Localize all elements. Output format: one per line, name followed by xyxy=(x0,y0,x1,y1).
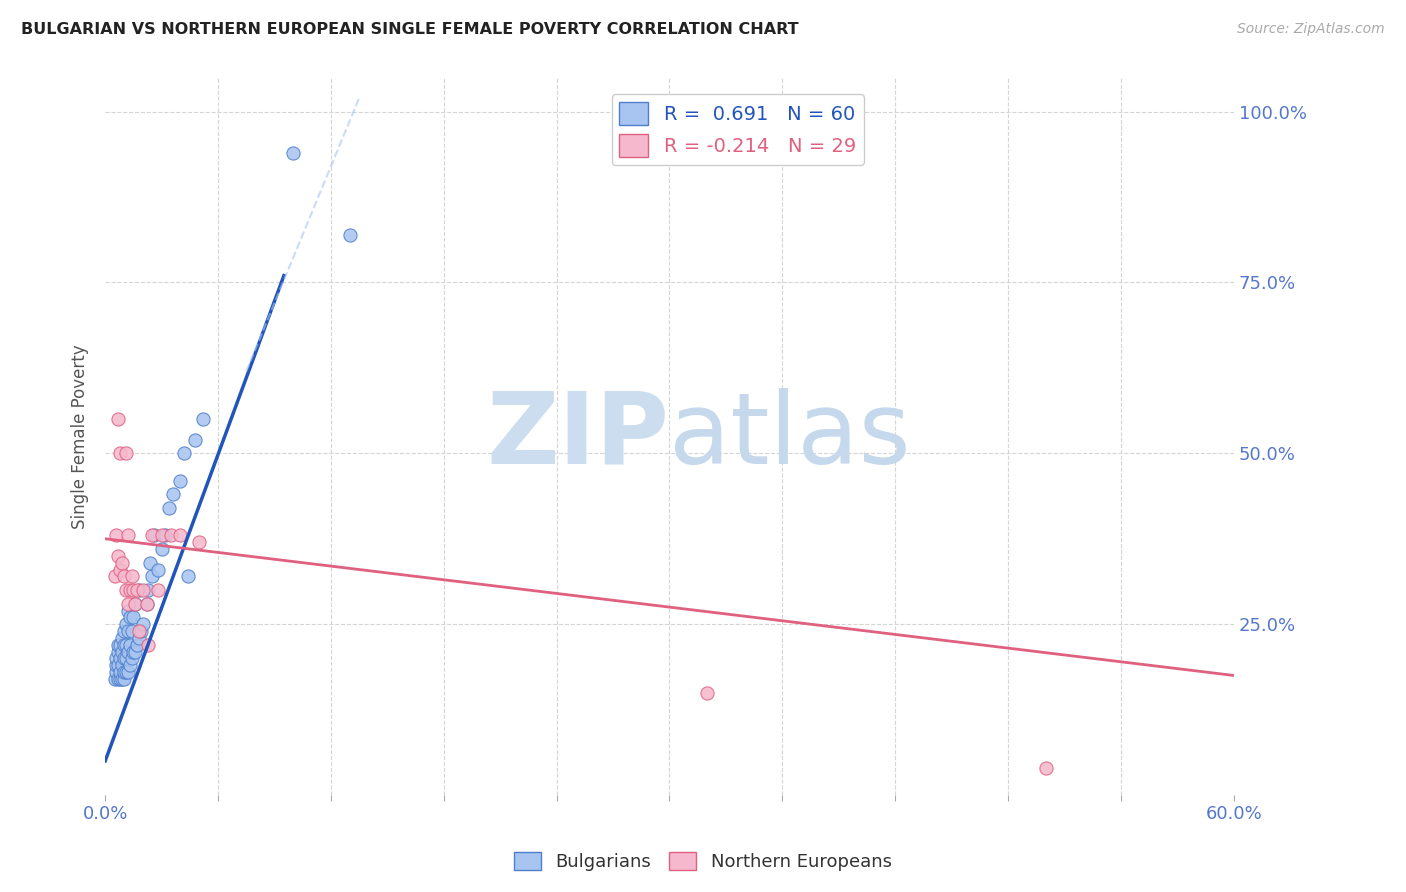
Legend: Bulgarians, Northern Europeans: Bulgarians, Northern Europeans xyxy=(506,845,900,879)
Point xyxy=(121,569,143,583)
Point xyxy=(173,446,195,460)
Point xyxy=(115,582,138,597)
Point xyxy=(107,644,129,658)
Point xyxy=(111,658,134,673)
Point xyxy=(160,528,183,542)
Point xyxy=(128,624,150,638)
Point xyxy=(115,665,138,679)
Point xyxy=(141,569,163,583)
Point xyxy=(104,672,127,686)
Point xyxy=(135,597,157,611)
Point xyxy=(191,412,214,426)
Point xyxy=(118,582,141,597)
Point xyxy=(112,651,135,665)
Point xyxy=(118,610,141,624)
Point xyxy=(128,631,150,645)
Y-axis label: Single Female Poverty: Single Female Poverty xyxy=(72,344,89,529)
Point xyxy=(128,582,150,597)
Point xyxy=(107,638,129,652)
Point xyxy=(138,582,160,597)
Point xyxy=(141,528,163,542)
Point xyxy=(169,474,191,488)
Point xyxy=(146,582,169,597)
Point xyxy=(132,582,155,597)
Point xyxy=(146,562,169,576)
Point xyxy=(111,644,134,658)
Point xyxy=(112,624,135,638)
Point xyxy=(117,603,139,617)
Point xyxy=(115,638,138,652)
Point xyxy=(110,665,132,679)
Point xyxy=(110,672,132,686)
Point xyxy=(110,638,132,652)
Point xyxy=(132,617,155,632)
Point xyxy=(121,624,143,638)
Point xyxy=(188,535,211,549)
Text: BULGARIAN VS NORTHERN EUROPEAN SINGLE FEMALE POVERTY CORRELATION CHART: BULGARIAN VS NORTHERN EUROPEAN SINGLE FE… xyxy=(21,22,799,37)
Point xyxy=(124,597,146,611)
Point xyxy=(169,528,191,542)
Point xyxy=(696,685,718,699)
Point xyxy=(117,644,139,658)
Point xyxy=(150,528,173,542)
Point xyxy=(117,624,139,638)
Point xyxy=(1035,761,1057,775)
Point xyxy=(104,569,127,583)
Point xyxy=(124,644,146,658)
Point xyxy=(143,528,166,542)
Point xyxy=(105,658,128,673)
Point xyxy=(107,412,129,426)
Text: Source: ZipAtlas.com: Source: ZipAtlas.com xyxy=(1237,22,1385,37)
Point xyxy=(107,672,129,686)
Point xyxy=(150,541,173,556)
Point xyxy=(162,487,184,501)
Point xyxy=(177,569,200,583)
Text: ZIP: ZIP xyxy=(486,388,669,484)
Point xyxy=(111,672,134,686)
Point xyxy=(138,638,160,652)
Point xyxy=(112,569,135,583)
Point xyxy=(118,658,141,673)
Point xyxy=(121,651,143,665)
Point xyxy=(124,597,146,611)
Point xyxy=(122,582,145,597)
Point xyxy=(105,651,128,665)
Point xyxy=(105,665,128,679)
Point xyxy=(112,638,135,652)
Point xyxy=(107,658,129,673)
Point xyxy=(155,528,177,542)
Point xyxy=(110,446,132,460)
Point xyxy=(339,227,361,242)
Point xyxy=(122,610,145,624)
Point xyxy=(283,145,305,160)
Point xyxy=(139,556,162,570)
Point xyxy=(118,638,141,652)
Point xyxy=(117,597,139,611)
Point xyxy=(127,582,149,597)
Point xyxy=(115,651,138,665)
Point xyxy=(105,528,128,542)
Point xyxy=(117,528,139,542)
Point xyxy=(184,433,207,447)
Point xyxy=(115,446,138,460)
Point xyxy=(111,556,134,570)
Point xyxy=(122,644,145,658)
Point xyxy=(157,501,180,516)
Legend: R =  0.691   N = 60, R = -0.214   N = 29: R = 0.691 N = 60, R = -0.214 N = 29 xyxy=(612,95,865,164)
Point xyxy=(110,562,132,576)
Point xyxy=(111,631,134,645)
Point xyxy=(117,665,139,679)
Point xyxy=(112,665,135,679)
Point xyxy=(115,617,138,632)
Point xyxy=(107,549,129,563)
Point xyxy=(129,624,152,638)
Point xyxy=(110,651,132,665)
Point xyxy=(135,597,157,611)
Point xyxy=(127,638,149,652)
Point xyxy=(112,672,135,686)
Text: atlas: atlas xyxy=(669,388,911,484)
